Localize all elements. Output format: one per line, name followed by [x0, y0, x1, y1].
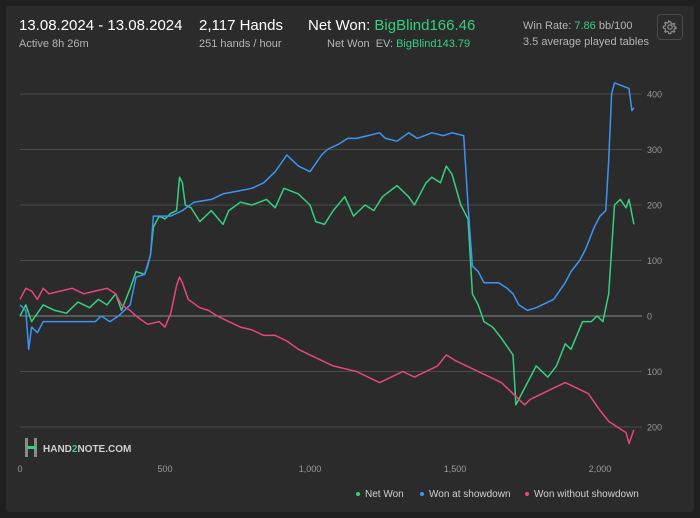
showdown-line: [19, 82, 635, 351]
net-won-ev-label: Net Won EV:: [327, 38, 394, 50]
hands-count: 2,117 Hands: [199, 17, 283, 34]
legend-net-won-marker: [356, 492, 360, 497]
x-tick-label: 0: [17, 464, 22, 474]
y-tick-label: 200: [647, 423, 662, 433]
hands-per-hour: 251 hands / hour: [199, 38, 282, 50]
legend-non-showdown-marker: [525, 492, 529, 497]
win-rate-value: 7.86: [574, 20, 596, 32]
net-won-ev-value: BigBlind143.79: [396, 38, 471, 50]
x-tick-label: 2,000: [589, 464, 612, 474]
y-tick-label: 200: [647, 201, 662, 211]
net-won-value: BigBlind166.46: [374, 17, 476, 34]
x-tick-label: 1,500: [444, 464, 467, 474]
y-axis: 400 300 200 100 0 100 200: [647, 90, 662, 433]
legend-non-showdown-label: Won without showdown: [534, 489, 639, 500]
x-tick-label: 500: [157, 464, 172, 474]
date-range: 13.08.2024 - 13.08.2024: [19, 17, 183, 34]
legend-non-showdown[interactable]: Won without showdown: [525, 489, 639, 500]
legend-showdown[interactable]: Won at showdown: [420, 489, 511, 500]
win-rate: Win Rate: 7.86 bb/100: [523, 20, 633, 32]
net-won-ev: Net Won EV: BigBlind143.79: [327, 38, 470, 50]
stats-panel: [6, 6, 694, 512]
grid: [20, 93, 642, 428]
avg-tables: 3.5 average played tables: [523, 36, 649, 48]
hand2note-logo: HAND2NOTE.COM: [23, 437, 138, 464]
gear-icon: [662, 19, 677, 35]
active-time: Active 8h 26m: [19, 38, 89, 50]
y-tick-label: 100: [647, 256, 662, 266]
non-showdown-line: [19, 276, 635, 445]
y-tick-label: 300: [647, 145, 662, 155]
net-won-line: [19, 165, 635, 406]
legend-net-won[interactable]: Net Won: [356, 489, 404, 500]
x-axis: 0 500 1,000 1,500 2,000: [17, 464, 611, 474]
logo-text-c: NOTE.COM: [77, 444, 131, 455]
logo-text-b: 2: [72, 444, 78, 455]
svg-text:HAND2NOTE.COM: HAND2NOTE.COM: [43, 444, 131, 455]
legend-showdown-marker: [420, 492, 424, 497]
win-rate-unit: bb/100: [598, 20, 633, 32]
win-rate-label: Win Rate:: [523, 20, 572, 32]
settings-button[interactable]: [657, 14, 683, 40]
hand2note-logo-icon: HAND2NOTE.COM: [25, 438, 131, 457]
x-tick-label: 1,000: [299, 464, 322, 474]
net-won-label: Net Won:: [308, 17, 371, 34]
y-tick-label: 0: [647, 312, 652, 322]
series-group: [19, 82, 635, 445]
legend-showdown-label: Won at showdown: [429, 489, 511, 500]
net-won: Net Won: BigBlind166.46: [308, 17, 475, 34]
logo-text-a: HAND: [43, 444, 72, 455]
y-tick-label: 100: [647, 367, 662, 377]
y-tick-label: 400: [647, 90, 662, 100]
legend-net-won-label: Net Won: [365, 489, 404, 500]
